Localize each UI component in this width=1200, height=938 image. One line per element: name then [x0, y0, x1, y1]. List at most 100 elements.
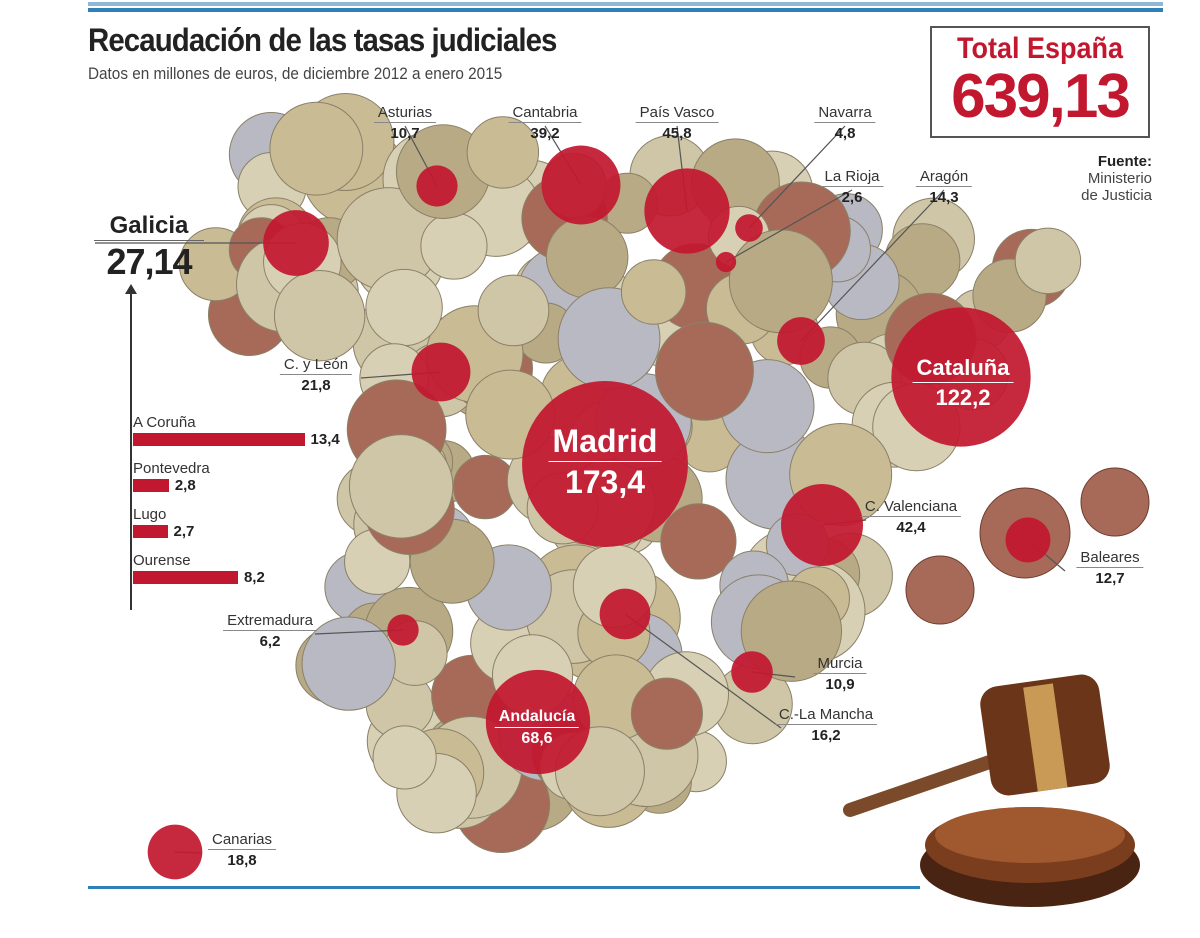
region-name: Aragón [915, 168, 973, 187]
region-value: 12,7 [1095, 570, 1125, 587]
region-label: C.-La Mancha 16,2 [774, 706, 878, 744]
top-rule [88, 2, 1163, 6]
coin [466, 116, 540, 189]
province-bar [133, 571, 238, 584]
coin [545, 215, 629, 299]
province-value: 13,4 [310, 431, 340, 448]
coin [348, 434, 454, 539]
coin [660, 503, 737, 580]
province-name: A Coruña [133, 414, 196, 431]
top-rule-dark [88, 8, 1163, 12]
coin [1080, 467, 1150, 537]
coin [728, 229, 833, 334]
coin [269, 101, 364, 196]
bubble-asturias [416, 165, 458, 207]
province-bar [133, 433, 305, 446]
region-label: Aragón 14,3 [915, 168, 973, 206]
coin [477, 274, 550, 347]
chart-subtitle: Datos en millones de euros, de diciembre… [88, 64, 503, 83]
region-label: Andalucía 68,6 [494, 708, 580, 748]
province-value: 2,7 [173, 523, 195, 540]
coin [420, 212, 488, 280]
province-name: Ourense [133, 552, 191, 569]
region-label: Murcia 10,9 [813, 655, 867, 693]
region-label: Canarias 18,8 [207, 831, 277, 869]
region-value: 42,4 [896, 519, 926, 536]
coin [905, 555, 975, 625]
region-value: 2,6 [841, 189, 863, 206]
province-name: Lugo [133, 506, 167, 523]
region-label: Asturias 10,7 [373, 104, 437, 142]
region-value: 6,2 [259, 633, 281, 650]
region-label: Madrid 173,4 [548, 423, 662, 501]
bubble-c-valenciana [780, 483, 864, 567]
region-label: C. Valenciana 42,4 [860, 498, 962, 536]
province-bar [133, 479, 169, 492]
region-name: C.-La Mancha [774, 706, 878, 725]
bubble-catalu-a [891, 307, 1031, 447]
region-name: Canarias [207, 831, 277, 850]
region-name: Cantabria [508, 104, 582, 123]
gavel-image [843, 674, 1140, 907]
leader-line [800, 189, 945, 342]
region-value: 122,2 [935, 385, 991, 410]
bubble-andaluc-a [485, 669, 591, 775]
region-label: Baleares 12,7 [1076, 549, 1144, 587]
region-label: Cantabria 39,2 [508, 104, 582, 142]
coin [372, 725, 437, 790]
arrow-up-icon [125, 284, 137, 294]
province-bar-group: Ourense 8,2 [133, 552, 265, 586]
bubble-canarias [147, 824, 203, 880]
region-label: Navarra 4,8 [814, 104, 876, 142]
region-value: 10,9 [825, 676, 855, 693]
galicia-name: Galicia [94, 212, 204, 241]
region-value: 10,7 [390, 125, 420, 142]
region-label: País Vasco 45,8 [635, 104, 719, 142]
galicia-value: 27,14 [106, 241, 192, 282]
source-line2: de Justicia [1081, 187, 1152, 204]
coin [620, 259, 687, 325]
region-value: 39,2 [530, 125, 560, 142]
bubbles [147, 145, 1051, 880]
coin [273, 269, 366, 362]
province-bar-group: Lugo 2,7 [133, 506, 194, 540]
total-label: Total España [956, 32, 1124, 65]
galicia-label: Galicia 27,14 [94, 212, 204, 283]
region-name: Extremadura [223, 612, 317, 631]
total-spain-box: Total España 639,13 [930, 26, 1150, 138]
total-value: 639,13 [951, 62, 1131, 131]
region-name: Baleares [1076, 549, 1144, 568]
source-label: Fuente: [1097, 153, 1152, 170]
coin [740, 580, 843, 682]
coin [630, 677, 703, 750]
region-name: La Rioja [820, 168, 884, 187]
region-value: 45,8 [662, 125, 692, 142]
region-label: Extremadura 6,2 [223, 612, 317, 650]
coin [365, 268, 443, 347]
bubble-c-y-le-n [411, 342, 471, 402]
leader-lines [95, 125, 1066, 854]
bubble-madrid [522, 381, 688, 547]
coin [301, 616, 396, 711]
region-name: Asturias [373, 104, 437, 123]
region-name: Madrid [548, 423, 662, 462]
region-name: Navarra [814, 104, 876, 123]
region-name: Murcia [813, 655, 867, 674]
province-name: Pontevedra [133, 460, 210, 477]
leader-line [624, 613, 782, 729]
province-bar [133, 525, 168, 538]
coin [654, 321, 754, 421]
region-value: 16,2 [811, 727, 841, 744]
coin [1014, 227, 1082, 295]
region-value: 4,8 [834, 125, 856, 142]
province-bar-group: A Coruña 13,4 [133, 414, 340, 448]
source-note: Fuente: Ministerio de Justicia [1081, 153, 1152, 204]
source-line1: Ministerio [1087, 170, 1152, 187]
region-name: País Vasco [635, 104, 719, 123]
region-value: 18,8 [227, 852, 257, 869]
leader-line [725, 189, 853, 263]
region-value: 14,3 [929, 189, 959, 206]
region-name: Andalucía [494, 708, 580, 728]
chart-title: Recaudación de las tasas judiciales [88, 22, 557, 58]
bubble-c-la-mancha [599, 588, 651, 640]
